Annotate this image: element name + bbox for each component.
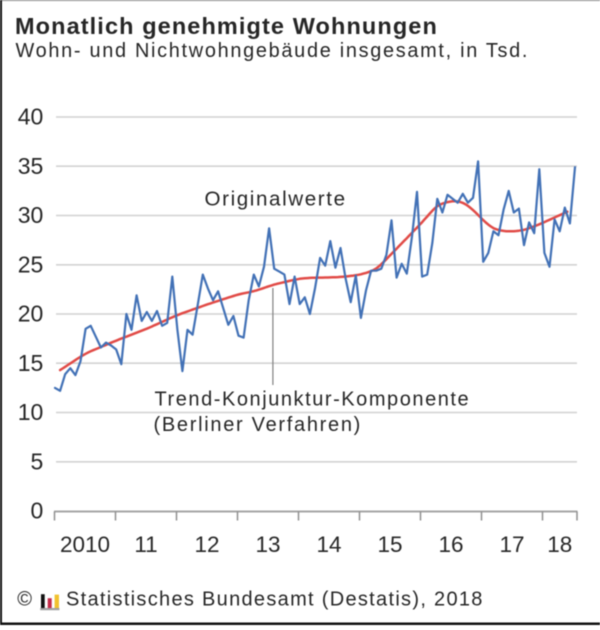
svg-text:Originalwerte: Originalwerte bbox=[205, 188, 347, 211]
svg-text:40: 40 bbox=[18, 104, 44, 130]
svg-text:5: 5 bbox=[31, 448, 44, 474]
svg-text:20: 20 bbox=[18, 301, 44, 327]
svg-text:2010: 2010 bbox=[60, 532, 110, 557]
svg-text:Wohn- und Nichtwohngebäude ins: Wohn- und Nichtwohngebäude insgesamt, in… bbox=[16, 40, 530, 62]
svg-text:14: 14 bbox=[316, 532, 341, 557]
svg-text:13: 13 bbox=[255, 532, 280, 557]
svg-text:(Berliner Verfahren): (Berliner Verfahren) bbox=[154, 414, 363, 436]
svg-text:Monatlich genehmigte Wohnungen: Monatlich genehmigte Wohnungen bbox=[15, 13, 438, 39]
svg-text:©: © bbox=[17, 588, 32, 610]
svg-text:15: 15 bbox=[18, 350, 44, 376]
svg-text:17: 17 bbox=[499, 532, 524, 557]
svg-text:11: 11 bbox=[134, 532, 157, 557]
svg-text:Statistisches Bundesamt (Desta: Statistisches Bundesamt (Destatis), 2018 bbox=[66, 588, 484, 610]
svg-text:35: 35 bbox=[18, 153, 44, 179]
svg-text:0: 0 bbox=[31, 498, 44, 524]
svg-text:16: 16 bbox=[438, 532, 463, 557]
svg-text:12: 12 bbox=[194, 532, 219, 557]
svg-text:15: 15 bbox=[377, 532, 402, 557]
svg-text:30: 30 bbox=[18, 202, 44, 228]
svg-text:Trend-Konjunktur-Komponente: Trend-Konjunktur-Komponente bbox=[155, 388, 471, 410]
svg-text:18: 18 bbox=[547, 532, 572, 557]
svg-text:25: 25 bbox=[18, 251, 44, 277]
svg-text:10: 10 bbox=[18, 399, 44, 425]
